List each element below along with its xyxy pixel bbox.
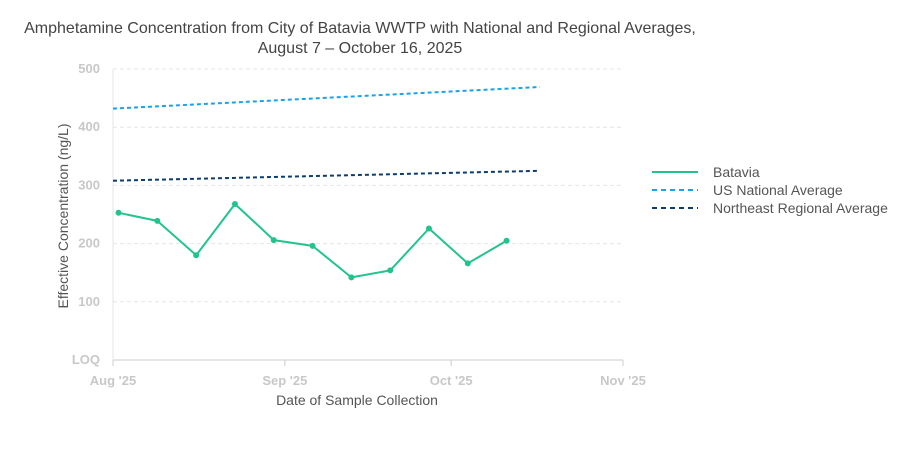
x-tick-label-0: Aug '25 (90, 373, 136, 388)
chart-title: Amphetamine Concentration from City of B… (24, 20, 696, 57)
y-tick-labels: LOQ 100 200 300 400 500 (72, 61, 100, 367)
series-line-us-national-average (112, 86, 540, 110)
data-point-batavia-0[interactable] (115, 209, 122, 216)
y-tick-loq: LOQ (72, 352, 100, 367)
series-batavia (115, 201, 510, 281)
series-line-batavia (118, 203, 508, 279)
legend[interactable]: Batavia US National Average Northeast Regi… (652, 164, 888, 216)
data-point-batavia-10[interactable] (503, 237, 510, 244)
legend-item-batavia[interactable]: Batavia (652, 164, 760, 180)
series-northeast-regional-average (112, 169, 540, 182)
legend-label-us-national-average: US National Average (713, 182, 843, 198)
chart-title-line-1: Amphetamine Concentration from City of B… (24, 20, 696, 37)
series-us-national-average (112, 86, 540, 110)
chart-title-line-2: August 7 – October 16, 2025 (258, 40, 463, 57)
data-point-batavia-3[interactable] (231, 201, 238, 208)
data-point-batavia-1[interactable] (154, 217, 161, 224)
y-tick-400: 400 (78, 119, 100, 134)
legend-label-batavia: Batavia (713, 164, 760, 180)
data-point-batavia-6[interactable] (348, 274, 355, 281)
data-point-batavia-7[interactable] (387, 267, 394, 274)
y-tick-300: 300 (78, 177, 100, 192)
y-tick-100: 100 (78, 294, 100, 309)
data-point-batavia-4[interactable] (270, 237, 277, 244)
legend-label-northeast-regional-average: Northeast Regional Average (713, 200, 888, 216)
legend-item-northeast-regional-average[interactable]: Northeast Regional Average (652, 200, 888, 216)
y-tick-200: 200 (78, 236, 100, 251)
y-axis-label: Effective Concentration (ng/L) (55, 124, 71, 309)
x-axis-label: Date of Sample Collection (276, 392, 438, 408)
x-tick-label-1: Sep '25 (262, 373, 307, 388)
x-tick-label-3: Nov '25 (600, 373, 646, 388)
x-tick-labels: Aug '25 Sep '25 Oct '25 Nov '25 (90, 373, 646, 388)
legend-item-us-national-average[interactable]: US National Average (652, 182, 843, 198)
data-point-batavia-9[interactable] (464, 260, 471, 267)
axes (112, 69, 624, 366)
series-line-northeast-regional-average (112, 169, 540, 182)
x-tick-label-2: Oct '25 (430, 373, 473, 388)
data-point-batavia-8[interactable] (425, 225, 432, 232)
data-point-batavia-5[interactable] (309, 242, 316, 249)
data-point-batavia-2[interactable] (193, 252, 200, 259)
y-tick-500: 500 (78, 61, 100, 76)
grid-lines (113, 68, 623, 303)
series-group (112, 86, 540, 281)
